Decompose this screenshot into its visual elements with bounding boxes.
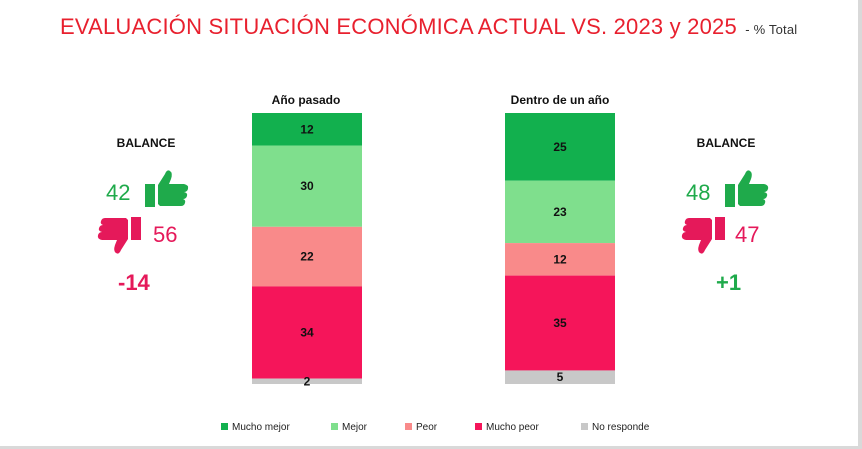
bar-segment-mejor-1 (505, 180, 615, 244)
bar-segment-peor-1 (505, 243, 615, 276)
legend-item-mejor: Mejor (331, 422, 367, 433)
bar-segment-no-responde-1 (505, 370, 615, 384)
legend-swatch (221, 422, 228, 430)
chart-title: EVALUACIÓN SITUACIÓN ECONÓMICA ACTUAL VS… (60, 14, 797, 40)
legend-swatch (475, 422, 482, 430)
chart-title-text: EVALUACIÓN SITUACIÓN ECONÓMICA ACTUAL VS… (60, 14, 737, 39)
bar-segment-mucho-mejor-0 (252, 113, 362, 146)
data-label-mucho-peor-1: 35 (553, 316, 567, 330)
legend-item-no-responde: No responde (581, 422, 649, 433)
chart-subtitle: - % Total (745, 22, 798, 37)
legend-swatch (331, 422, 338, 430)
data-label-mucho-mejor-1: 25 (553, 140, 567, 154)
balance-right-net: +1 (716, 270, 742, 295)
legend-label: Peor (416, 422, 438, 433)
bar-title-ano-pasado: Año pasado (271, 93, 341, 107)
balance-right-negative: 47 (735, 222, 760, 247)
data-label-mucho-mejor-0: 12 (300, 122, 314, 136)
thumbs-up-icon (145, 170, 189, 207)
bar-segment-mucho-peor-1 (505, 275, 615, 371)
legend-label: Mejor (342, 422, 368, 433)
slide-border-right (858, 0, 862, 449)
bar-segment-mucho-peor-0 (252, 286, 362, 379)
legend-item-mucho-mejor: Mucho mejor (221, 422, 290, 433)
legend-item-mucho-peor: Mucho peor (475, 422, 539, 433)
balance-left-positive: 42 (106, 180, 131, 205)
data-label-no-responde-1: 5 (557, 370, 564, 384)
chart-legend: Mucho mejor Mejor Peor Mucho peor No respond… (0, 422, 862, 438)
legend-label: Mucho peor (486, 422, 539, 433)
legend-swatch (405, 422, 412, 430)
legend-item-peor: Peor (405, 422, 437, 433)
balance-right-label: BALANCE (696, 136, 756, 150)
data-label-mejor-0: 30 (300, 179, 314, 193)
bar-segment-mucho-mejor-1 (505, 113, 615, 181)
legend-label: Mucho mejor (232, 422, 290, 433)
balance-right-positive: 48 (686, 180, 711, 205)
balance-left-negative: 56 (153, 222, 178, 247)
balance-left-label: BALANCE (116, 136, 176, 150)
slide-border-bottom (0, 446, 862, 449)
bar-segment-peor-0 (252, 226, 362, 287)
thumbs-down-icon (97, 217, 141, 254)
legend-label: No responde (592, 422, 650, 433)
balance-left-net: -14 (118, 270, 150, 295)
bar-segment-no-responde-0 (252, 378, 362, 384)
thumbs-up-icon (725, 170, 769, 207)
data-label-peor-1: 12 (553, 252, 567, 266)
bar-title-dentro-de-un-ano: Dentro de un año (510, 93, 610, 107)
legend-swatch (581, 422, 588, 430)
data-label-mucho-peor-0: 34 (300, 326, 314, 340)
data-label-mejor-1: 23 (553, 205, 567, 219)
data-label-no-responde-0: 2 (304, 374, 311, 388)
thumbs-down-icon (681, 217, 725, 254)
data-label-peor-0: 22 (300, 250, 314, 264)
bar-segment-mejor-0 (252, 145, 362, 227)
